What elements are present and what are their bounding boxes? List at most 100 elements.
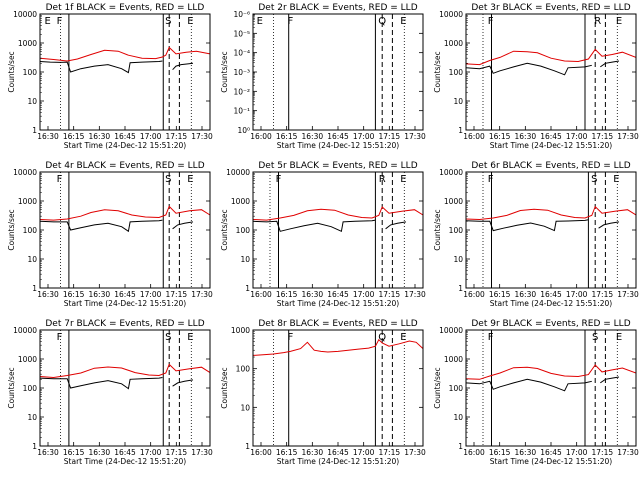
y-axis-label: Counts/sec <box>7 209 16 250</box>
y-tick-label: 10⁻⁵ <box>233 29 250 38</box>
event-marker-label: E <box>187 16 193 27</box>
series-line-1 <box>252 206 424 221</box>
event-marker-label: E <box>616 332 622 343</box>
x-tick-label: 16:15 <box>489 448 511 457</box>
x-tick-label: 17:00 <box>353 132 375 141</box>
y-tick-label: 10 <box>27 413 37 422</box>
panel-title: Det 7r BLACK = Events, RED = LLD <box>45 319 204 329</box>
x-tick-label: 16:45 <box>114 290 136 299</box>
series-line-1 <box>39 46 211 62</box>
x-tick-label: 16:15 <box>489 132 511 141</box>
y-tick-label: 1000 <box>18 39 37 48</box>
event-marker-label: S <box>592 332 598 343</box>
x-tick-label: 17:30 <box>404 132 426 141</box>
x-tick-label: 16:15 <box>63 448 85 457</box>
x-tick-label: 17:15 <box>592 290 614 299</box>
x-tick-label: 16:00 <box>463 290 485 299</box>
y-tick-label: 10 <box>453 97 463 106</box>
x-tick-label: 16:45 <box>327 132 349 141</box>
panel-6: Det 6r BLACK = Events, RED = LLD F S E 1 10 10… <box>433 161 639 308</box>
x-tick-label: 16:00 <box>250 290 272 299</box>
event-marker-label: R <box>594 16 601 27</box>
series-line-3 <box>600 376 620 384</box>
panel-title: Det 4r BLACK = Events, RED = LLD <box>45 161 204 171</box>
x-tick-label: 17:30 <box>617 132 639 141</box>
y-tick-label: 10000 <box>226 168 250 177</box>
x-tick-label: 17:30 <box>404 448 426 457</box>
series-line-2 <box>465 378 592 392</box>
event-marker-label: E <box>400 16 406 27</box>
x-tick-label: 16:30 <box>89 448 111 457</box>
x-tick-label: 16:45 <box>327 448 349 457</box>
x-tick-label: 16:45 <box>540 448 562 457</box>
y-tick-label: 1000 <box>18 197 37 206</box>
series-line-1 <box>39 363 211 379</box>
x-axis-label: Start Time (24-Dec-12 15:51:20) <box>277 299 399 308</box>
event-marker-label: E <box>400 332 406 343</box>
x-tick-label: 16:30 <box>89 132 111 141</box>
y-tick-label: 1 <box>32 284 37 293</box>
x-axis-label: Start Time (24-Dec-12 15:51:20) <box>277 141 399 150</box>
series-line-1 <box>465 205 637 221</box>
series-line-2 <box>252 219 376 233</box>
x-tick-label: 17:00 <box>353 290 375 299</box>
event-marker-label: F <box>57 16 63 27</box>
event-marker-label: Q <box>378 332 386 343</box>
series-line-2 <box>39 377 163 390</box>
series-line-2 <box>465 62 592 76</box>
y-axis-label: Counts/sec <box>220 51 229 92</box>
x-tick-label: 17:00 <box>353 448 375 457</box>
x-axis-label: Start Time (24-Dec-12 15:51:20) <box>490 457 612 466</box>
series-line-3 <box>172 379 194 387</box>
event-marker-label: S <box>591 174 597 185</box>
x-axis-label: Start Time (24-Dec-12 15:51:20) <box>490 141 612 150</box>
x-tick-label: 17:00 <box>140 448 162 457</box>
y-tick-label: 10000 <box>439 326 463 335</box>
y-tick-label: 100 <box>236 365 251 374</box>
x-tick-label: 17:15 <box>166 290 188 299</box>
panel-title: Det 9r BLACK = Events, RED = LLD <box>471 319 630 329</box>
y-tick-label: 10000 <box>13 168 37 177</box>
x-tick-label: 16:00 <box>463 132 485 141</box>
x-tick-label: 17:15 <box>379 132 401 141</box>
event-marker-label: R <box>379 174 386 185</box>
event-marker-label: E <box>187 332 193 343</box>
plot-frame <box>39 329 211 447</box>
y-tick-label: 1 <box>458 442 463 451</box>
x-tick-label: 16:30 <box>37 448 59 457</box>
event-marker-label: F <box>488 16 494 27</box>
y-axis-label: Counts/sec <box>433 209 442 250</box>
plot-frame <box>39 13 211 131</box>
y-tick-label: 10 <box>240 403 250 412</box>
x-tick-label: 17:30 <box>404 290 426 299</box>
x-tick-label: 17:00 <box>566 132 588 141</box>
event-marker-label: E <box>400 174 406 185</box>
x-tick-label: 16:30 <box>37 290 59 299</box>
y-tick-label: 10 <box>240 255 250 264</box>
x-axis-label: Start Time (24-Dec-12 15:51:20) <box>277 457 399 466</box>
panel-title: Det 1f BLACK = Events, RED = LLD <box>46 3 205 13</box>
series-line-3 <box>172 62 194 71</box>
series-line-1 <box>465 364 637 380</box>
y-tick-label: 1 <box>245 442 250 451</box>
event-marker-label: F <box>288 16 294 27</box>
y-tick-label: 10000 <box>439 10 463 19</box>
y-tick-label: 10⁰ <box>237 126 250 135</box>
y-tick-label: 1 <box>458 126 463 135</box>
x-axis-label: Start Time (24-Dec-12 15:51:20) <box>64 299 186 308</box>
series-line-3 <box>600 60 620 68</box>
y-tick-label: 100 <box>449 226 464 235</box>
x-tick-label: 16:45 <box>114 132 136 141</box>
y-tick-label: 100 <box>23 68 38 77</box>
x-tick-label: 16:30 <box>302 448 324 457</box>
panel-9: Det 9r BLACK = Events, RED = LLD F S E 1 10 10… <box>433 319 639 466</box>
x-tick-label: 16:30 <box>302 290 324 299</box>
y-tick-label: 100 <box>23 226 38 235</box>
x-tick-label: 17:15 <box>379 290 401 299</box>
x-tick-label: 17:30 <box>617 448 639 457</box>
y-tick-label: 100 <box>449 68 464 77</box>
x-tick-label: 16:15 <box>276 290 298 299</box>
x-tick-label: 16:00 <box>250 448 272 457</box>
